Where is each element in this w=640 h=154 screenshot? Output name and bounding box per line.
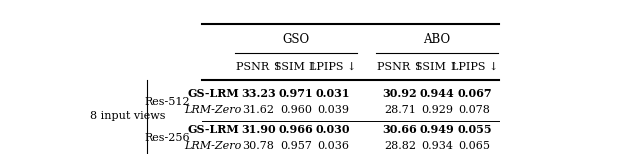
Text: 0.031: 0.031 xyxy=(316,88,350,99)
Text: 28.82: 28.82 xyxy=(384,141,416,151)
Text: Res-256: Res-256 xyxy=(144,133,189,143)
Text: GS-LRM: GS-LRM xyxy=(187,88,239,99)
Text: 0.065: 0.065 xyxy=(458,141,490,151)
Text: ABO: ABO xyxy=(424,33,451,46)
Text: 31.62: 31.62 xyxy=(243,105,275,115)
Text: 0.960: 0.960 xyxy=(280,105,312,115)
Text: 0.055: 0.055 xyxy=(457,124,492,136)
Text: Res-512: Res-512 xyxy=(144,97,189,107)
Text: 30.78: 30.78 xyxy=(243,141,275,151)
Text: 33.23: 33.23 xyxy=(241,88,276,99)
Text: 0.030: 0.030 xyxy=(316,124,350,136)
Text: 0.929: 0.929 xyxy=(421,105,453,115)
Text: 0.039: 0.039 xyxy=(317,105,349,115)
Text: 0.067: 0.067 xyxy=(457,88,492,99)
Text: 0.971: 0.971 xyxy=(278,88,313,99)
Text: GS-LRM: GS-LRM xyxy=(187,124,239,136)
Text: 0.949: 0.949 xyxy=(420,124,454,136)
Text: 30.66: 30.66 xyxy=(383,124,417,136)
Text: 0.078: 0.078 xyxy=(458,105,490,115)
Text: LRM-Zero: LRM-Zero xyxy=(184,105,242,115)
Text: LPIPS ↓: LPIPS ↓ xyxy=(309,61,356,71)
Text: SSIM ↑: SSIM ↑ xyxy=(415,61,459,71)
Text: PSNR ↑: PSNR ↑ xyxy=(236,61,282,71)
Text: 30.92: 30.92 xyxy=(383,88,417,99)
Text: 8 input views: 8 input views xyxy=(90,111,165,121)
Text: 0.957: 0.957 xyxy=(280,141,312,151)
Text: LPIPS ↓: LPIPS ↓ xyxy=(451,61,498,71)
Text: SSIM ↑: SSIM ↑ xyxy=(274,61,317,71)
Text: 0.966: 0.966 xyxy=(278,124,313,136)
Text: 0.934: 0.934 xyxy=(421,141,453,151)
Text: GSO: GSO xyxy=(282,33,309,46)
Text: 28.71: 28.71 xyxy=(384,105,416,115)
Text: 0.036: 0.036 xyxy=(317,141,349,151)
Text: 31.90: 31.90 xyxy=(241,124,276,136)
Text: LRM-Zero: LRM-Zero xyxy=(184,141,242,151)
Text: 0.944: 0.944 xyxy=(420,88,454,99)
Text: PSNR ↑: PSNR ↑ xyxy=(377,61,423,71)
